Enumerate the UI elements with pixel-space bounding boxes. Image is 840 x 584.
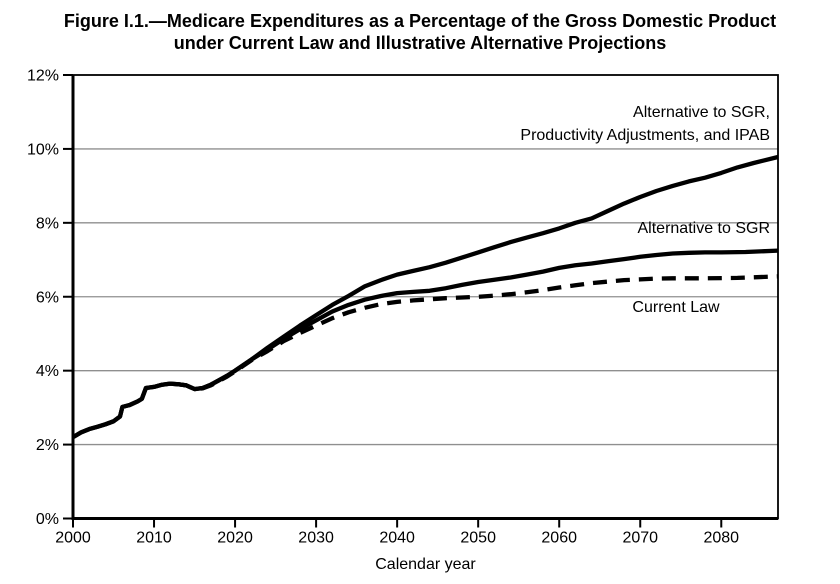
- series-label-2: Alternative to SGR: [638, 220, 771, 237]
- y-tick-label-0: 0%: [36, 511, 59, 528]
- figure-title: Figure I.1.—Medicare Expenditures as a P…: [0, 10, 840, 54]
- x-tick-label-2050: 2050: [460, 530, 496, 547]
- y-tick-label-12: 12%: [27, 68, 59, 85]
- x-tick-label-2010: 2010: [136, 530, 172, 547]
- y-tick-label-6: 6%: [36, 289, 59, 306]
- series-label-0: Alternative to SGR,: [633, 104, 770, 121]
- x-tick-label-2060: 2060: [541, 530, 577, 547]
- y-tick-label-10: 10%: [27, 141, 59, 158]
- figure-title-line1: Figure I.1.—Medicare Expenditures as a P…: [63, 11, 777, 31]
- x-tick-label-2040: 2040: [379, 530, 415, 547]
- series-line-alt-sgr: [71, 248, 779, 440]
- series-label-1: Productivity Adjustments, and IPAB: [520, 127, 770, 144]
- x-tick-label-2020: 2020: [217, 530, 253, 547]
- series-label-3: Current Law: [632, 299, 720, 316]
- x-tick-label-2080: 2080: [703, 530, 739, 547]
- x-tick-label-2070: 2070: [622, 530, 658, 547]
- x-tick-label-2030: 2030: [298, 530, 334, 547]
- x-axis-title: Calendar year: [375, 556, 476, 573]
- figure-title-line2: under Current Law and Illustrative Alter…: [173, 33, 667, 53]
- y-tick-label-2: 2%: [36, 437, 59, 454]
- x-tick-label-2000: 2000: [55, 530, 91, 547]
- y-tick-label-4: 4%: [36, 363, 59, 380]
- y-tick-label-8: 8%: [36, 215, 59, 232]
- series-line-current-law: [178, 274, 779, 392]
